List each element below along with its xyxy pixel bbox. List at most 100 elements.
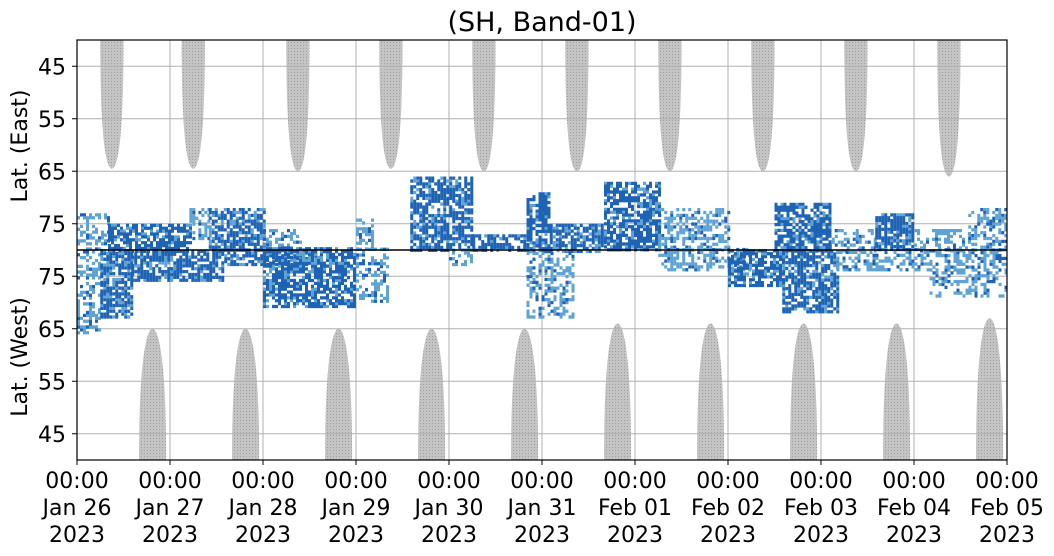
- echo-cell: [323, 247, 326, 251]
- echo-cell: [688, 265, 692, 269]
- echo-cell: [652, 190, 655, 194]
- echo-cell: [801, 234, 805, 238]
- echo-cell: [214, 210, 218, 215]
- echo-cell: [117, 229, 120, 233]
- echo-cell: [658, 208, 662, 212]
- echo-cell: [127, 292, 131, 296]
- echo-cell: [118, 280, 122, 284]
- echo-cell: [77, 227, 80, 231]
- echo-cell: [535, 215, 539, 219]
- echo-cell: [174, 246, 177, 251]
- echo-cell: [344, 255, 347, 260]
- echo-cell: [146, 252, 150, 256]
- echo-cell: [544, 289, 548, 293]
- echo-cell: [917, 265, 921, 269]
- echo-cell: [455, 214, 459, 218]
- echo-cell: [338, 278, 341, 283]
- echo-cell: [728, 263, 731, 267]
- echo-cell: [740, 272, 743, 276]
- echo-cell: [156, 229, 159, 233]
- echo-cell: [809, 249, 813, 253]
- echo-cell: [953, 229, 956, 233]
- echo-cell: [443, 211, 447, 215]
- echo-cell: [98, 316, 101, 320]
- echo-cell: [789, 237, 793, 241]
- echo-cell: [278, 293, 281, 297]
- echo-cell: [830, 301, 834, 305]
- echo-cell: [558, 246, 562, 251]
- echo-cell: [130, 306, 134, 310]
- echo-cell: [767, 275, 770, 279]
- echo-cell: [100, 292, 104, 296]
- echo-cell: [828, 211, 832, 215]
- echo-cell: [103, 283, 107, 287]
- echo-cell: [449, 190, 453, 195]
- echo-cell: [302, 255, 305, 260]
- echo-cell: [607, 190, 610, 194]
- echo-cell: [162, 235, 165, 239]
- echo-cell: [803, 263, 807, 268]
- echo-cell: [911, 224, 915, 229]
- echo-cell: [779, 269, 782, 273]
- echo-cell: [896, 221, 900, 226]
- echo-cell: [171, 223, 174, 228]
- echo-cell: [777, 222, 781, 227]
- echo-cell: [989, 279, 993, 284]
- echo-cell: [974, 268, 978, 272]
- echo-cell: [538, 266, 542, 270]
- echo-cell: [526, 203, 530, 208]
- echo-cell: [849, 243, 853, 247]
- echo-cell: [789, 231, 793, 235]
- echo-cell: [293, 231, 296, 236]
- echo-cell: [950, 271, 954, 275]
- echo-cell: [287, 264, 290, 268]
- echo-cell: [490, 237, 494, 241]
- echo-cell: [779, 266, 782, 270]
- echo-cell: [810, 240, 814, 244]
- echo-cell: [622, 210, 625, 214]
- echo-cell: [685, 228, 689, 232]
- echo-cell: [938, 237, 941, 241]
- echo-cell: [866, 253, 870, 257]
- echo-cell: [341, 290, 344, 294]
- echo-cell: [214, 245, 218, 249]
- echo-cell: [833, 307, 837, 311]
- echo-cell: [452, 196, 456, 200]
- echo-cell: [317, 281, 320, 286]
- echo-cell: [588, 238, 592, 242]
- echo-cell: [335, 275, 338, 280]
- echo-cell: [380, 279, 383, 283]
- echo-cell: [131, 249, 135, 254]
- echo-cell: [703, 233, 707, 238]
- echo-cell: [622, 225, 625, 229]
- echo-cell: [795, 222, 799, 227]
- echo-cell: [828, 205, 832, 209]
- echo-cell: [791, 266, 795, 271]
- echo-cell: [773, 266, 776, 270]
- echo-cell: [180, 241, 183, 245]
- echo-cell: [229, 219, 233, 223]
- echo-cell: [806, 252, 810, 256]
- echo-cell: [502, 245, 506, 250]
- echo-cell: [992, 251, 996, 255]
- echo-cell: [715, 242, 719, 246]
- echo-cell: [146, 278, 150, 282]
- echo-cell: [422, 193, 426, 198]
- echo-cell: [803, 284, 807, 288]
- echo-cell: [822, 214, 826, 218]
- echo-cell: [150, 226, 153, 230]
- echo-cell: [103, 257, 107, 261]
- echo-cell: [866, 265, 870, 269]
- echo-cell: [798, 202, 802, 207]
- echo-cell: [259, 236, 263, 241]
- echo-cell: [798, 234, 802, 238]
- echo-cell: [371, 238, 374, 242]
- echo-cell: [983, 210, 987, 215]
- echo-cell: [977, 271, 981, 275]
- echo-cell: [143, 275, 147, 280]
- echo-cell: [305, 247, 308, 251]
- echo-cell: [535, 283, 539, 287]
- echo-cell: [232, 225, 236, 229]
- echo-cell: [529, 247, 533, 251]
- echo-cell: [655, 204, 658, 209]
